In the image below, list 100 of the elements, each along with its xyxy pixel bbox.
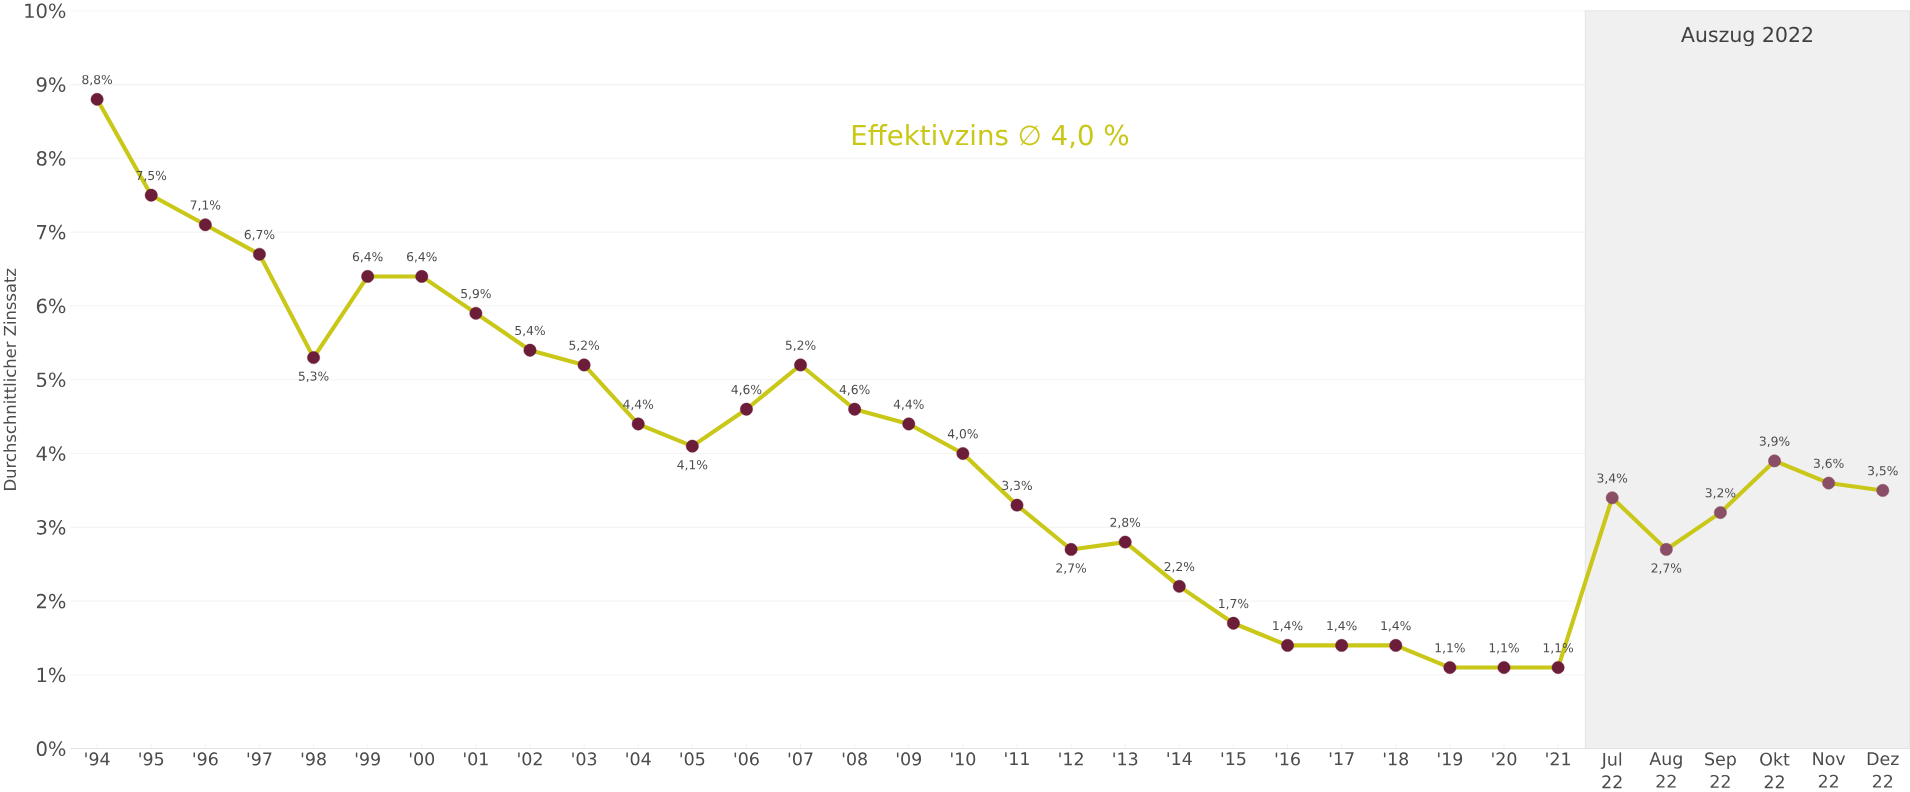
point	[902, 417, 916, 431]
y-tick-label: 0%	[36, 741, 66, 757]
point	[144, 189, 158, 202]
data-label: 3,5%	[1868, 466, 1898, 477]
y-tick-label: 8%	[36, 151, 66, 166]
point	[1876, 484, 1890, 498]
y-tick-label: 1%	[37, 667, 66, 683]
x-tick-label: '95	[139, 752, 164, 766]
x-tick-label: '06	[734, 752, 759, 766]
data-label: 1,4%	[1381, 621, 1411, 632]
data-label: 5,2%	[785, 340, 816, 352]
x-tick-label: '07	[788, 752, 813, 766]
point	[1335, 639, 1349, 652]
data-label: 3,6%	[1813, 458, 1844, 470]
data-label: 1,4%	[1327, 621, 1357, 632]
point	[1389, 639, 1403, 652]
data-label: 6,4%	[352, 252, 383, 263]
x-tick-label: '00	[409, 752, 435, 766]
data-label: 8,8%	[82, 75, 113, 86]
data-label: 2,7%	[1056, 563, 1087, 575]
point	[794, 358, 807, 372]
x-tick-label: '17	[1329, 752, 1354, 766]
x-tick-label: '02	[518, 752, 542, 766]
point	[415, 270, 429, 284]
x-tick-label: '14	[1167, 752, 1192, 766]
point	[253, 248, 266, 261]
point	[1497, 661, 1511, 675]
point	[1443, 661, 1457, 675]
point	[1227, 617, 1240, 630]
data-label: 4,1%	[677, 460, 708, 471]
point	[361, 270, 375, 284]
data-label: 1,4%	[1273, 621, 1303, 632]
point	[1551, 661, 1565, 675]
data-label: 4,6%	[731, 385, 762, 396]
point	[631, 417, 645, 431]
data-label: 4,0%	[947, 429, 978, 440]
x-tick-label: '08	[842, 752, 867, 766]
point	[1172, 580, 1186, 593]
x-tick-label: '11	[1005, 752, 1029, 766]
data-label: 5,2%	[569, 340, 600, 352]
point	[848, 403, 862, 416]
point	[1659, 543, 1673, 557]
x-tick-label: '18	[1383, 752, 1409, 766]
annotation: Effektivzins ∅ 4,0 %	[852, 124, 1129, 149]
y-tick-label: 9%	[36, 77, 66, 93]
data-label: 3,3%	[1002, 480, 1032, 492]
data-label: 4,4%	[623, 399, 654, 411]
point	[1010, 499, 1024, 512]
x-tick-label: '96	[193, 752, 218, 766]
y-tick-label: 6%	[36, 298, 66, 314]
point	[1605, 491, 1619, 505]
data-label: 3,9%	[1759, 436, 1790, 448]
point	[469, 307, 483, 320]
data-label: 3,2%	[1705, 488, 1736, 499]
data-label: 2,7%	[1651, 563, 1682, 575]
data-label: 5,4%	[515, 326, 545, 337]
point	[90, 93, 104, 106]
data-label: 5,9%	[461, 289, 491, 300]
data-label: 4,4%	[893, 399, 924, 411]
x-tick-label: Sep 22	[1705, 752, 1736, 789]
data-label: 6,4%	[407, 252, 437, 263]
y-tick-label: 10%	[25, 3, 66, 19]
x-tick-label: '97	[247, 752, 272, 766]
data-label: 6,7%	[244, 230, 275, 241]
x-tick-label: '12	[1059, 752, 1083, 766]
data-label: 7,1%	[190, 200, 221, 212]
point	[1064, 543, 1078, 557]
y-tick-label: 2%	[36, 593, 66, 609]
x-tick-label: Aug 22	[1649, 752, 1682, 788]
x-tick-label: '03	[572, 752, 597, 766]
x-tick-label: '05	[680, 752, 705, 766]
x-tick-label: '04	[626, 752, 651, 766]
data-label: 1,7%	[1219, 599, 1249, 610]
x-tick-label: '10	[951, 752, 976, 766]
y-axis-title: Durchschnittlicher Zinssatz	[3, 268, 17, 491]
x-tick-label: '94	[85, 752, 110, 766]
point	[1822, 476, 1836, 490]
y-tick-label: 5%	[37, 372, 66, 388]
x-tick-label: Dez 22	[1867, 752, 1899, 788]
point	[740, 403, 753, 416]
data-label: 1,1%	[1435, 643, 1465, 654]
x-tick-label: '21	[1546, 752, 1570, 766]
x-tick-label: '09	[896, 752, 922, 766]
x-tick-label: '16	[1275, 752, 1300, 766]
y-tick-label: 7%	[37, 225, 66, 240]
point	[577, 358, 591, 372]
point	[1768, 454, 1781, 468]
x-tick-label: '99	[355, 752, 380, 766]
x-tick-label: Jul 22	[1600, 752, 1622, 789]
data-label: 2,8%	[1110, 517, 1141, 529]
point	[685, 440, 699, 453]
x-tick-label: '19	[1438, 752, 1463, 766]
point	[1118, 535, 1132, 549]
x-tick-label: '01	[464, 752, 488, 766]
point	[1714, 506, 1727, 520]
data-label: 2,2%	[1164, 562, 1195, 573]
data-label: 3,4%	[1597, 473, 1628, 485]
point	[523, 344, 537, 357]
x-tick-label: '20	[1492, 752, 1517, 766]
x-tick-label: '15	[1221, 752, 1246, 766]
